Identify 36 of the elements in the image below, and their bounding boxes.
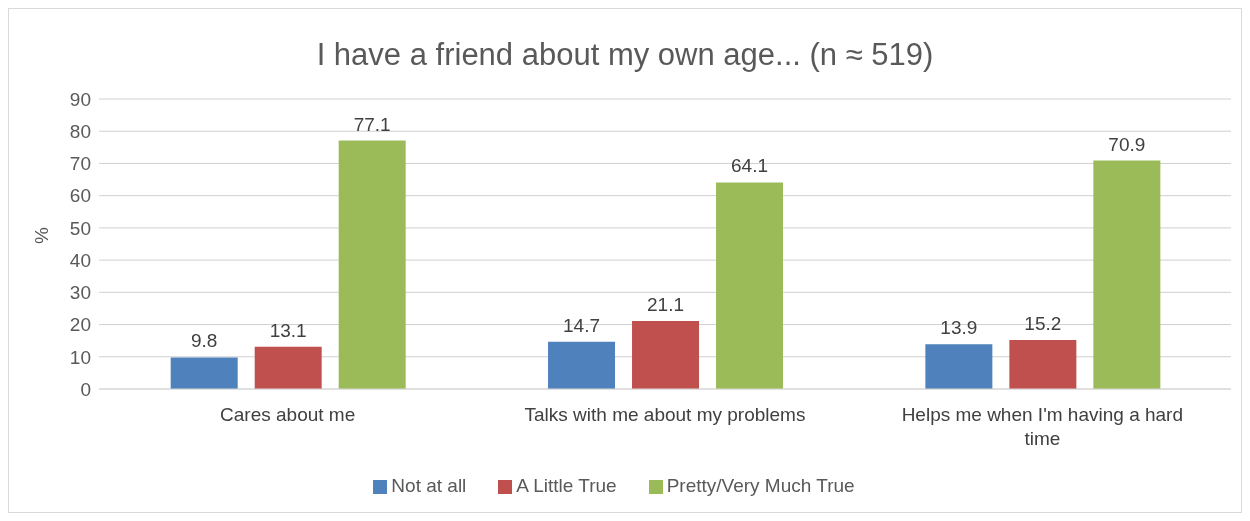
data-label: 70.9 <box>1108 133 1146 155</box>
bar <box>716 182 784 389</box>
y-tick-label: 40 <box>69 249 91 271</box>
y-tick-label: 70 <box>69 153 91 175</box>
data-label: 13.1 <box>269 319 307 341</box>
bar <box>1093 160 1161 389</box>
bar <box>254 346 322 389</box>
bar <box>548 341 616 389</box>
bar <box>632 321 700 389</box>
y-tick-label: 30 <box>69 282 91 304</box>
data-label: 21.1 <box>647 294 685 316</box>
x-tick-label: Helps me when I'm having a hard time <box>901 404 1184 449</box>
data-label: 15.2 <box>1024 313 1062 335</box>
x-tick-label: Cares about me <box>220 404 356 425</box>
data-label: 9.8 <box>190 330 218 352</box>
y-tick-label: 90 <box>69 88 91 110</box>
y-axis-title: % <box>30 227 52 244</box>
y-tick-label: 20 <box>69 314 91 336</box>
data-label: 14.7 <box>563 314 601 336</box>
bar <box>1009 340 1077 389</box>
bar <box>338 140 406 389</box>
y-tick-label: 50 <box>69 217 91 239</box>
legend-label: Not at all <box>391 475 467 496</box>
legend-label: A Little True <box>516 475 617 496</box>
legend-label: Pretty/Very Much True <box>666 475 855 496</box>
y-tick-label: 10 <box>69 346 91 368</box>
bar <box>925 344 993 389</box>
y-tick-label: 80 <box>69 120 91 142</box>
data-label: 77.1 <box>353 113 391 135</box>
bar <box>170 357 238 389</box>
data-label: 64.1 <box>731 155 769 177</box>
data-label: 13.9 <box>940 317 978 339</box>
chart-title: I have a friend about my own age... (n ≈ 519) <box>315 37 935 74</box>
x-tick-label: Talks with me about my problems <box>524 404 806 425</box>
y-tick-label: 60 <box>69 185 91 207</box>
y-tick-label: 0 <box>80 378 91 400</box>
